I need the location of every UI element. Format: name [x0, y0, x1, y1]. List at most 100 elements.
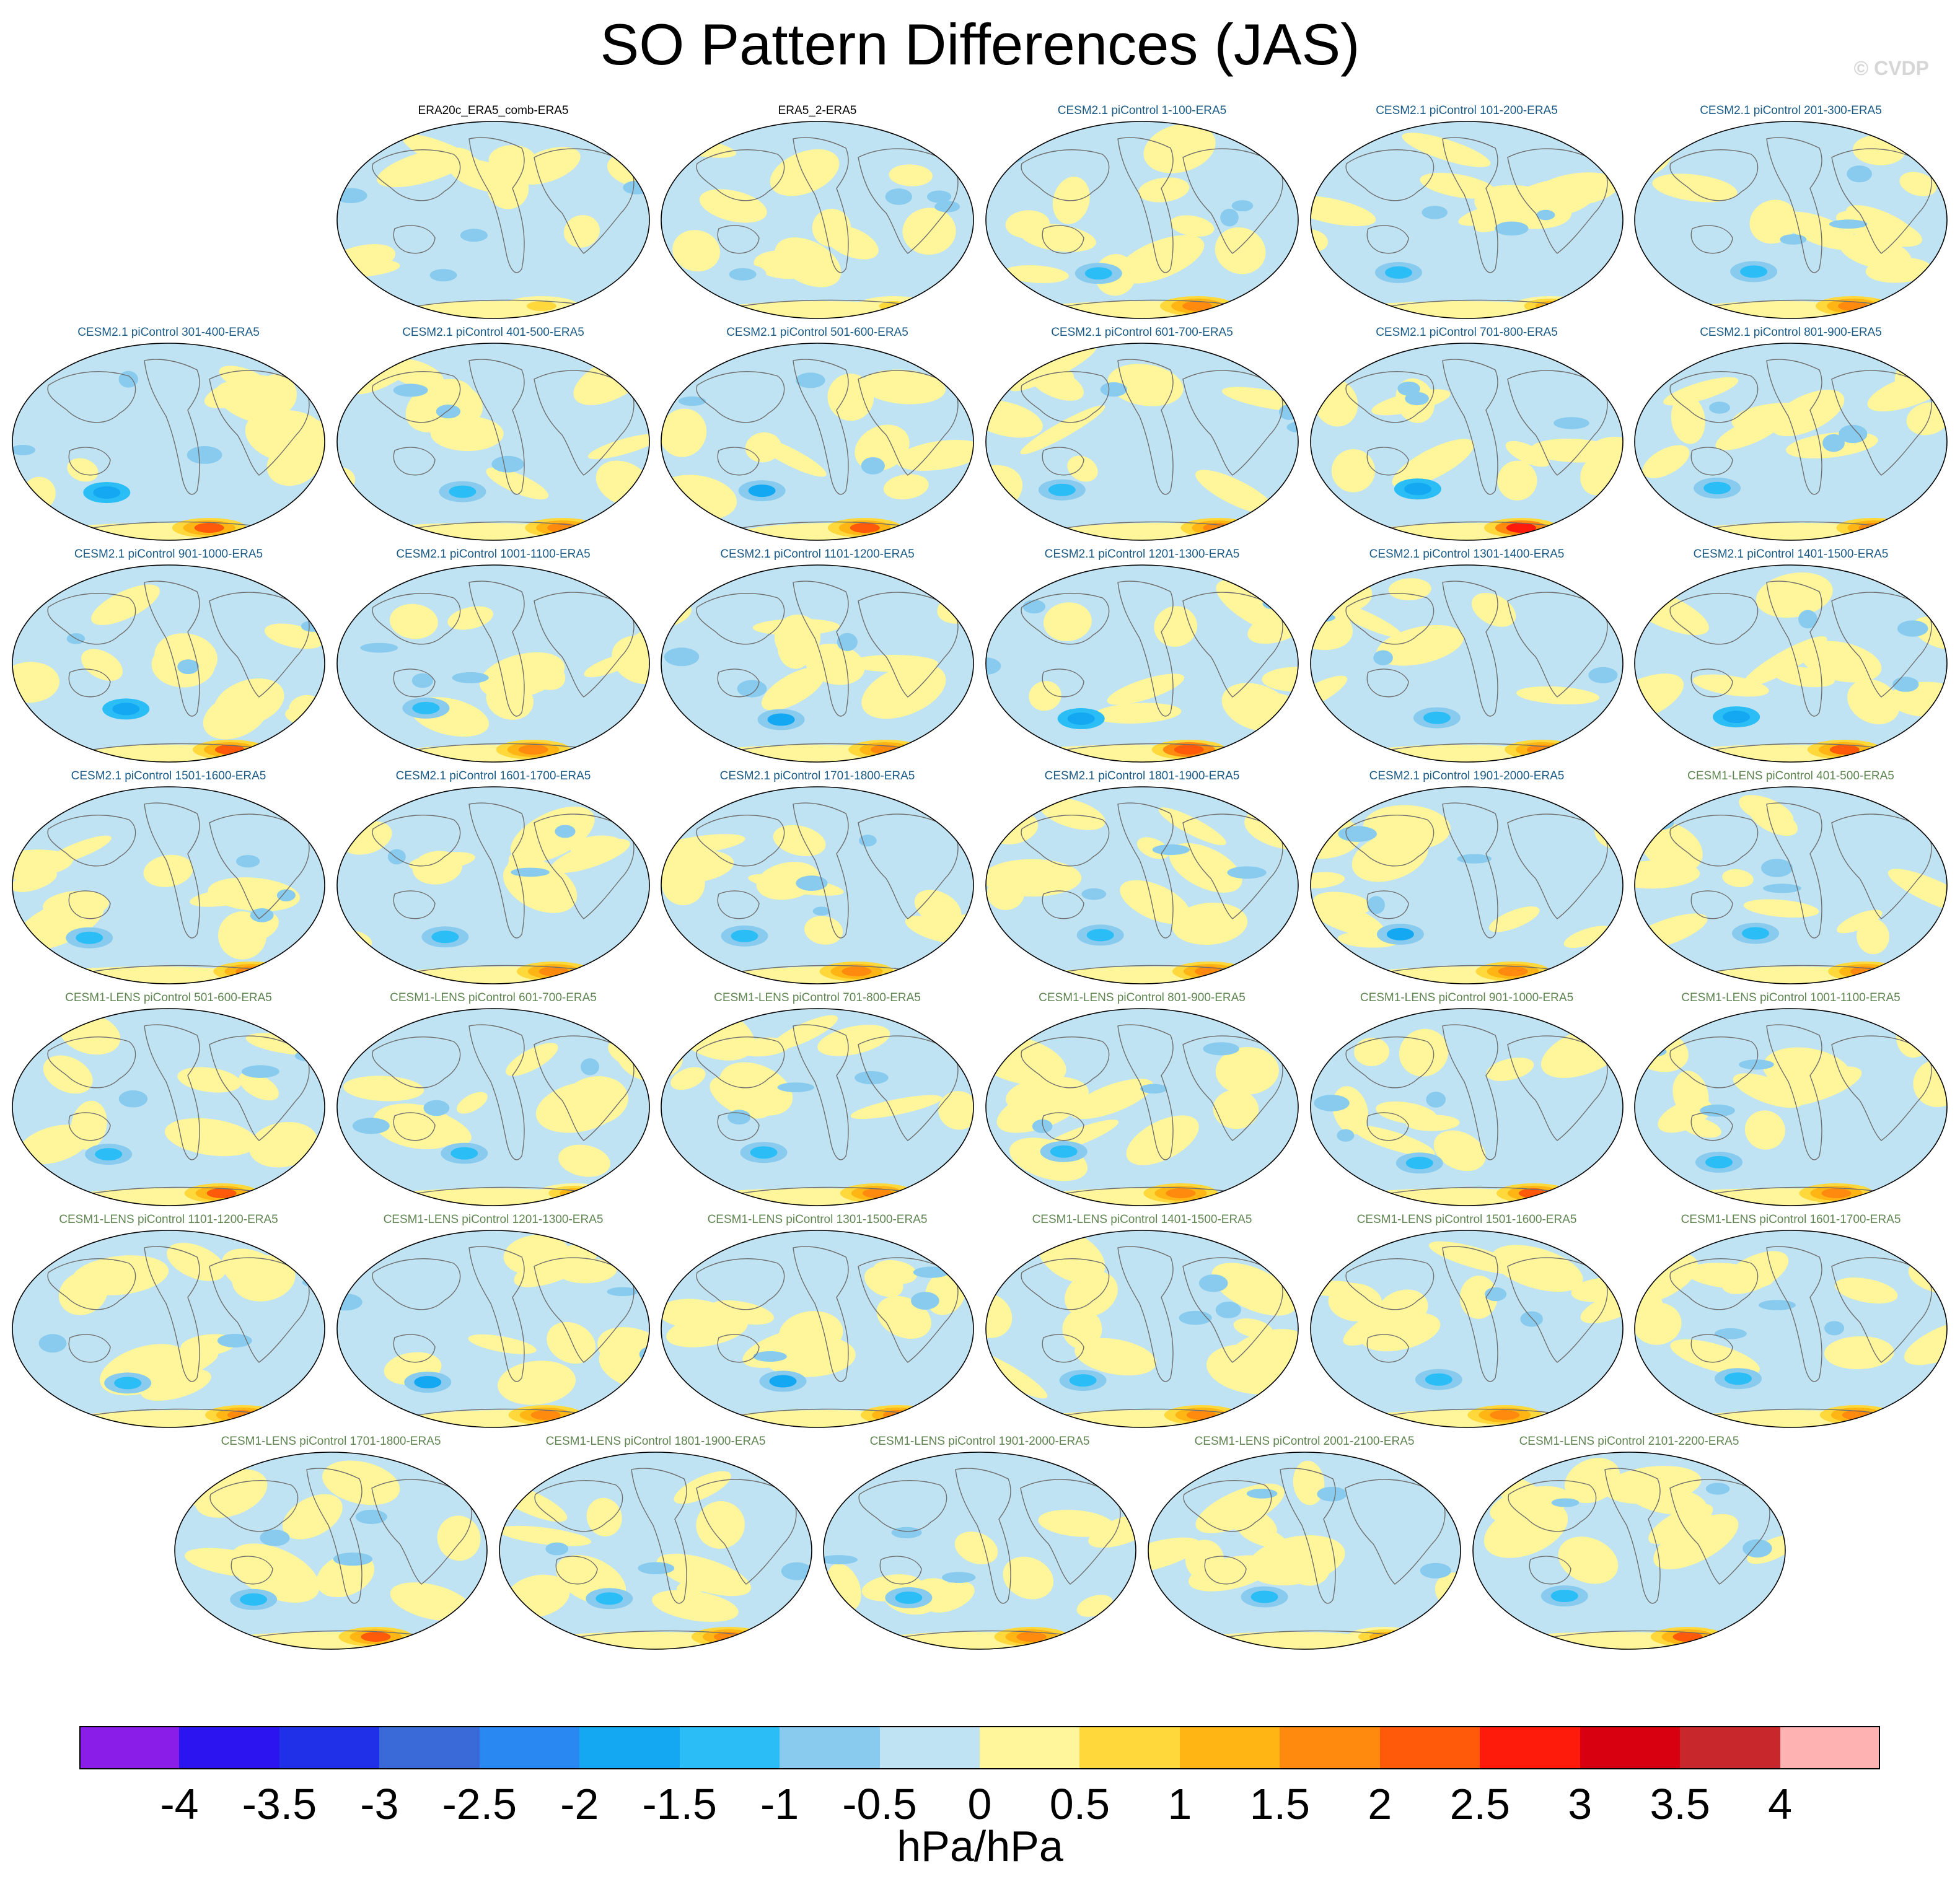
positive-anomaly-region	[670, 1067, 706, 1090]
map-outline	[336, 564, 650, 763]
negative-core	[429, 269, 457, 282]
positive-anomaly-region	[15, 897, 104, 950]
map-outline	[12, 343, 325, 541]
colorbar-tick-label: -1.5	[642, 1780, 717, 1828]
colorbar-tick-label: 2	[1368, 1780, 1392, 1828]
coastline	[734, 1408, 921, 1417]
positive-anomaly-region	[71, 1255, 169, 1295]
coastline	[1383, 521, 1570, 530]
coastline	[47, 815, 136, 867]
coastline	[793, 1024, 849, 1160]
negative-patch	[581, 1058, 599, 1076]
coastline	[734, 521, 921, 530]
positive-core	[548, 1186, 601, 1201]
map-outline	[1310, 786, 1624, 984]
colorbar-tick-label: 0.5	[1049, 1780, 1110, 1828]
coastline	[793, 581, 849, 717]
map-outline	[1310, 564, 1624, 763]
coastline	[1669, 1258, 1759, 1310]
coastline	[410, 743, 597, 751]
colorbar-box	[79, 1726, 180, 1769]
positive-core	[1821, 1188, 1852, 1198]
map-panel: CESM2.1 piControl 801-900-ERA5	[1630, 326, 1952, 546]
coastline	[1690, 668, 1733, 698]
world-map	[985, 1230, 1299, 1428]
coastline	[1182, 148, 1283, 254]
colorbar-tick-label: -0.5	[842, 1780, 917, 1828]
colorbar-tick-label: 3	[1568, 1780, 1593, 1828]
positive-anomaly-region	[652, 1590, 739, 1622]
positive-anomaly-region	[775, 237, 842, 287]
coastline	[372, 1036, 461, 1089]
negative-patch	[1551, 1498, 1580, 1507]
coastline	[858, 148, 959, 254]
positive-anomaly-region	[1211, 1263, 1297, 1316]
negative-patch	[1897, 620, 1928, 637]
negative-patch	[1715, 1328, 1747, 1339]
negative-patch	[664, 647, 700, 667]
coastline	[858, 1480, 947, 1532]
world-map	[336, 343, 650, 541]
coastline	[393, 668, 436, 698]
coastline	[1182, 1035, 1283, 1141]
panel-title: CESM1-LENS piControl 1901-2000-ERA5	[869, 1435, 1090, 1448]
positive-anomaly-region	[562, 1076, 628, 1126]
coastline	[717, 1334, 760, 1363]
negative-core	[1404, 483, 1431, 496]
coastline	[144, 359, 200, 495]
coastline	[717, 1112, 760, 1141]
map-panel: CESM1-LENS piControl 801-900-ERA5	[981, 991, 1303, 1212]
southern-band	[1340, 966, 1607, 984]
map-panel-grid: ERA20c_ERA5_comb-ERA5 ERA5_2-ERA5 CESM2.1 …	[7, 104, 1952, 1650]
positive-anomaly-region	[1497, 460, 1537, 501]
colorbar-box	[479, 1726, 580, 1769]
map-panel: CESM2.1 piControl 1601-1700-ERA5	[332, 769, 654, 990]
positive-anomaly-region	[1488, 906, 1540, 932]
negative-patch	[1759, 1300, 1796, 1310]
map-panel: CESM1-LENS piControl 501-600-ERA5	[7, 991, 330, 1212]
coastline	[1221, 1630, 1408, 1639]
negative-core	[1048, 483, 1076, 496]
negative-core	[1425, 1373, 1452, 1386]
coastline	[858, 1257, 959, 1363]
coastline	[47, 1036, 136, 1089]
positive-anomaly-region	[1311, 195, 1376, 227]
coastline	[1507, 148, 1608, 254]
panel-title: CESM2.1 piControl 301-400-ERA5	[77, 326, 260, 339]
coastline	[717, 447, 760, 476]
map-panel: CESM2.1 piControl 1901-2000-ERA5	[1306, 769, 1628, 990]
coastline	[1366, 225, 1409, 254]
positive-anomaly-region	[1029, 681, 1061, 711]
panel-title: CESM2.1 piControl 1-100-ERA5	[1057, 104, 1227, 117]
colorbar-box	[579, 1726, 680, 1769]
coastline	[410, 299, 597, 308]
coastline	[1383, 1408, 1570, 1417]
coastline	[1058, 521, 1246, 530]
coastline	[1042, 447, 1084, 476]
negative-patch	[1847, 165, 1872, 183]
coastline	[468, 802, 525, 939]
coastline	[68, 447, 111, 476]
coastline	[410, 521, 597, 530]
map-panel: CESM1-LENS piControl 1601-1700-ERA5	[1630, 1213, 1952, 1434]
map-panel: CESM2.1 piControl 701-800-ERA5	[1306, 326, 1628, 546]
positive-core	[530, 1410, 561, 1420]
negative-patch	[337, 188, 367, 204]
positive-anomaly-region	[239, 1072, 279, 1101]
coastline	[468, 1024, 525, 1160]
coastline	[371, 1479, 472, 1585]
coastline	[1442, 359, 1498, 495]
coastline	[793, 359, 849, 495]
negative-patch	[986, 657, 1001, 675]
positive-anomaly-region	[661, 1299, 729, 1330]
world-map	[1148, 1452, 1461, 1650]
coastline	[1669, 815, 1759, 867]
positive-core	[361, 1632, 391, 1642]
coastline	[793, 1246, 849, 1382]
positive-anomaly-region	[1138, 177, 1190, 203]
panel-title: CESM1-LENS piControl 701-800-ERA5	[714, 991, 921, 1004]
coastline	[696, 593, 785, 645]
positive-core	[842, 966, 872, 976]
negative-patch	[1780, 234, 1807, 245]
negative-patch	[607, 1287, 638, 1297]
